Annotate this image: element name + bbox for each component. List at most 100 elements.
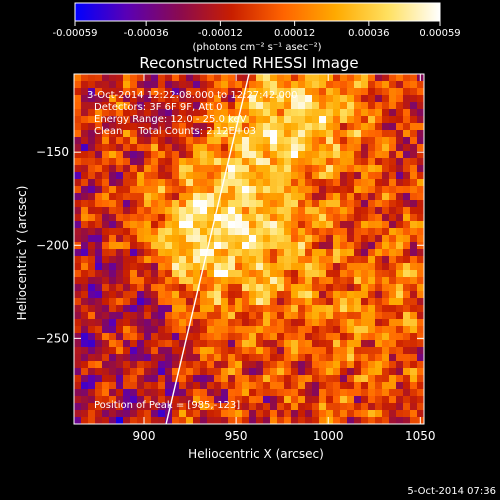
heatmap-cell <box>151 95 159 103</box>
heatmap-cell <box>235 368 243 376</box>
heatmap-cell <box>270 81 278 89</box>
heatmap-cell <box>382 235 390 243</box>
heatmap-cell <box>158 277 166 285</box>
heatmap-cell <box>235 389 243 397</box>
heatmap-cell <box>144 95 152 103</box>
heatmap-cell <box>305 305 313 313</box>
heatmap-cell <box>410 235 418 243</box>
heatmap-cell <box>347 270 355 278</box>
heatmap-cell <box>277 361 285 369</box>
heatmap-cell <box>165 137 173 145</box>
heatmap-cell <box>298 81 306 89</box>
heatmap-cell <box>249 319 257 327</box>
heatmap-cell <box>179 368 187 376</box>
heatmap-cell <box>347 116 355 124</box>
heatmap-cell <box>263 109 271 117</box>
heatmap-cell <box>102 389 110 397</box>
heatmap-cell <box>291 375 299 383</box>
heatmap-cell <box>326 242 334 250</box>
heatmap-cell <box>410 74 418 82</box>
heatmap-cell <box>382 333 390 341</box>
heatmap-cell <box>81 305 89 313</box>
heatmap-cell <box>137 389 145 397</box>
heatmap-cell <box>312 263 320 271</box>
heatmap-cell <box>326 305 334 313</box>
heatmap-cell <box>116 200 124 208</box>
heatmap-cell <box>382 151 390 159</box>
heatmap-cell <box>116 410 124 418</box>
heatmap-cell <box>354 417 362 424</box>
heatmap-cell <box>270 214 278 222</box>
heatmap-cell <box>368 403 376 411</box>
heatmap-cell <box>221 396 229 404</box>
heatmap-cell <box>221 298 229 306</box>
heatmap-cell <box>165 298 173 306</box>
heatmap-cell <box>305 95 313 103</box>
heatmap-cell <box>270 291 278 299</box>
heatmap-cell <box>123 228 131 236</box>
heatmap-cell <box>375 186 383 194</box>
heatmap-cell <box>396 221 404 229</box>
heatmap-cell <box>403 417 411 424</box>
heatmap-cell <box>354 382 362 390</box>
heatmap-cell <box>130 88 138 96</box>
heatmap-cell <box>193 298 201 306</box>
heatmap-cell <box>228 193 236 201</box>
heatmap-cell <box>81 95 89 103</box>
heatmap-cell <box>361 270 369 278</box>
heatmap-cell <box>235 207 243 215</box>
heatmap-cell <box>95 186 103 194</box>
heatmap-cell <box>347 228 355 236</box>
heatmap-cell <box>81 242 89 250</box>
heatmap-cell <box>242 389 250 397</box>
heatmap-cell <box>312 130 320 138</box>
solar-limb-line <box>165 74 250 424</box>
heatmap-cell <box>74 109 82 117</box>
heatmap-cell <box>319 354 327 362</box>
heatmap-cell <box>340 88 348 96</box>
heatmap-cell <box>158 403 166 411</box>
heatmap-cell <box>116 179 124 187</box>
heatmap-cell <box>375 214 383 222</box>
heatmap-cell <box>144 403 152 411</box>
heatmap-cell <box>389 270 397 278</box>
heatmap-cell <box>228 95 236 103</box>
heatmap-cell <box>382 137 390 145</box>
heatmap-cell <box>151 375 159 383</box>
heatmap-cell <box>354 256 362 264</box>
heatmap-cell <box>326 326 334 334</box>
heatmap-cell <box>116 158 124 166</box>
heatmap-cell <box>270 368 278 376</box>
heatmap-cell <box>109 291 117 299</box>
heatmap-cell <box>333 403 341 411</box>
heatmap-cell <box>382 389 390 397</box>
heatmap-cell <box>102 403 110 411</box>
heatmap-cell <box>221 263 229 271</box>
heatmap-cell <box>242 81 250 89</box>
heatmap-cell <box>214 221 222 229</box>
heatmap-cell <box>389 172 397 180</box>
heatmap-cell <box>88 88 96 96</box>
heatmap-cell <box>368 151 376 159</box>
heatmap-cell <box>326 417 334 424</box>
heatmap-cell <box>375 151 383 159</box>
heatmap-cell <box>263 375 271 383</box>
heatmap-cell <box>221 214 229 222</box>
heatmap-cell <box>368 347 376 355</box>
heatmap-cell <box>123 81 131 89</box>
heatmap-cell <box>193 144 201 152</box>
heatmap-cell <box>256 193 264 201</box>
heatmap-cell <box>179 172 187 180</box>
heatmap-cell <box>186 165 194 173</box>
heatmap-cell <box>410 158 418 166</box>
heatmap-cell <box>291 123 299 131</box>
heatmap-cell <box>326 291 334 299</box>
heatmap-cell <box>354 228 362 236</box>
heatmap-cell <box>291 137 299 145</box>
heatmap-cell <box>312 137 320 145</box>
heatmap-cell <box>81 228 89 236</box>
heatmap-cell <box>249 375 257 383</box>
heatmap-cell <box>263 291 271 299</box>
heatmap-cell <box>270 116 278 124</box>
heatmap-cell <box>249 137 257 145</box>
